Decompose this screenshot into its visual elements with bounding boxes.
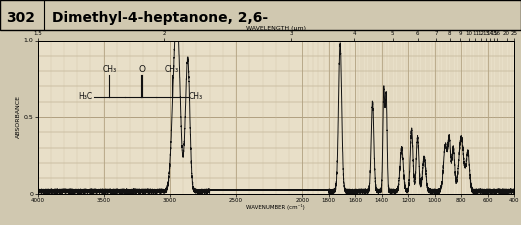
Text: Dimethyl-4-heptanone, 2,6-: Dimethyl-4-heptanone, 2,6-: [52, 11, 268, 25]
Text: CH₃: CH₃: [189, 92, 203, 101]
X-axis label: WAVELENGTH (μm): WAVELENGTH (μm): [246, 26, 306, 31]
Y-axis label: ABSORBANCE: ABSORBANCE: [16, 95, 21, 139]
Text: H₃C: H₃C: [79, 92, 93, 101]
X-axis label: WAVENUMBER (cm⁻¹): WAVENUMBER (cm⁻¹): [246, 204, 305, 210]
Text: CH₃: CH₃: [102, 65, 117, 74]
Text: O: O: [139, 65, 146, 74]
Text: 302: 302: [6, 11, 35, 25]
Text: CH₃: CH₃: [165, 65, 179, 74]
